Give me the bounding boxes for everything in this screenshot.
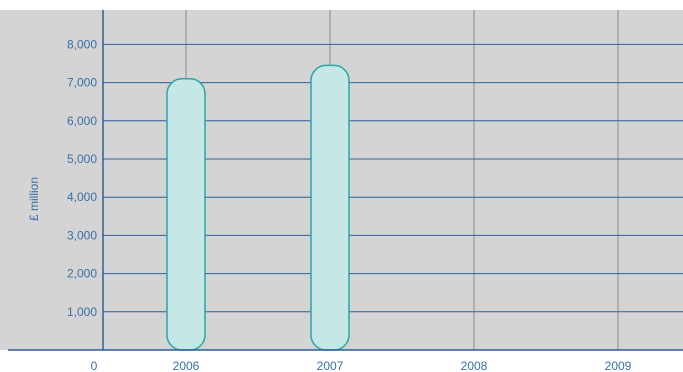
x-tick-labels: 2006 2007 2008 2009 (173, 359, 632, 372)
x-tick-label: 2006 (173, 359, 200, 372)
y-tick-label: 4,000 (67, 190, 97, 204)
y-tick-label: 7,000 (67, 76, 97, 90)
y-tick-label: 5,000 (67, 152, 97, 166)
y-tick-label: 6,000 (67, 114, 97, 128)
y-axis-label: £ million (27, 177, 41, 221)
y-tick-label: 8,000 (67, 37, 97, 51)
bars (166, 64, 350, 351)
y-tick-label: 1,000 (67, 305, 97, 319)
y-tick-labels: 1,000 2,000 3,000 4,000 5,000 6,000 7,000 8,000 (67, 37, 97, 318)
origin-label: 0 (91, 359, 98, 372)
y-tick-label: 2,000 (67, 267, 97, 281)
bar-2006 (166, 78, 206, 351)
x-tick-label: 2008 (461, 359, 488, 372)
x-tick-label: 2009 (605, 359, 632, 372)
bar-2007 (310, 64, 350, 351)
x-tick-label: 2007 (317, 359, 344, 372)
y-tick-label: 3,000 (67, 228, 97, 242)
